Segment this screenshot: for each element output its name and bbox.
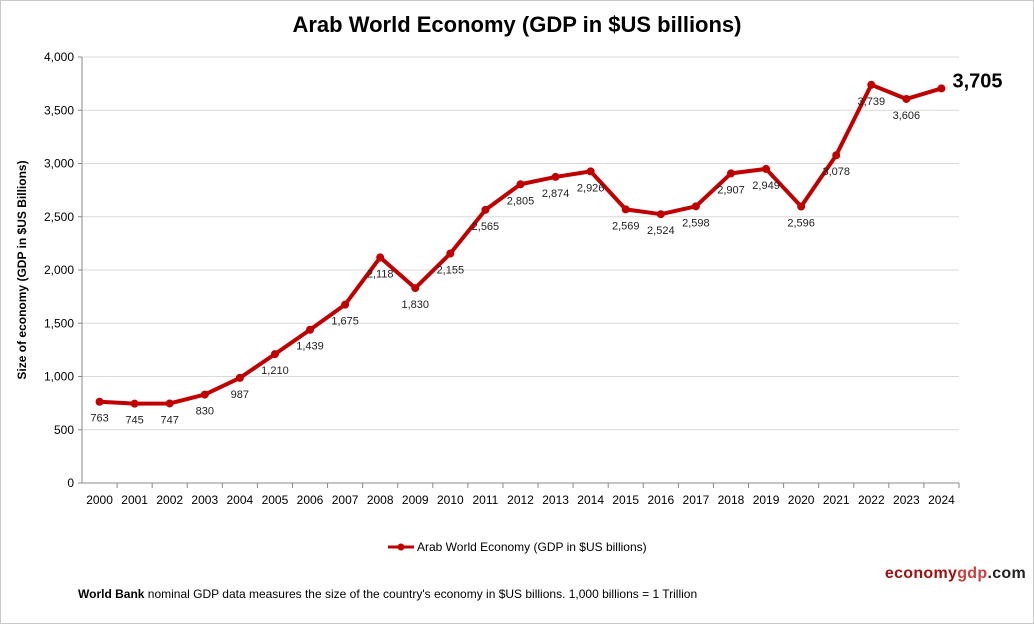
data-point [270,350,279,359]
source-text: nominal GDP data measures the size of th… [144,587,698,601]
data-label: 747 [161,414,179,426]
x-tick-label: 2018 [718,493,745,507]
data-label: 3,078 [822,166,850,178]
x-tick-label: 2014 [577,493,604,507]
x-tick-label: 2023 [893,493,920,507]
source-name: World Bank [78,587,145,601]
data-point [446,249,455,258]
data-label: 1,210 [261,365,289,377]
y-tick-label: 3,500 [44,103,74,117]
data-label: 2,155 [437,264,465,276]
y-tick-label: 0 [67,476,74,490]
y-tick-label: 2,500 [44,210,74,224]
x-tick-label: 2010 [437,493,464,507]
data-point [341,300,350,309]
x-tick-label: 2013 [542,493,569,507]
x-tick-label: 2019 [753,493,780,507]
data-label: 1,830 [401,299,429,311]
data-point [376,253,385,262]
legend-marker [397,543,405,551]
legend-label: Arab World Economy (GDP in $US billions) [417,540,647,554]
data-point [306,325,315,334]
data-label: 3,606 [893,110,921,122]
x-tick-label: 2024 [928,493,955,507]
brand-logo[interactable]: economygdp.com [885,565,1026,583]
data-label: 2,926 [577,182,605,194]
data-point [165,399,174,408]
data-point [516,180,525,189]
data-label: 763 [90,413,108,425]
data-point [481,205,490,214]
data-label: 1,675 [331,316,359,328]
data-point [200,390,209,399]
data-label: 745 [125,415,143,427]
x-tick-label: 2020 [788,493,815,507]
data-label: 830 [196,406,214,418]
y-tick-label: 3,000 [44,157,74,171]
chart-title: Arab World Economy (GDP in $US billions) [292,12,742,37]
data-label: 2,874 [542,188,570,200]
data-label: 2,907 [717,184,745,196]
data-point [832,151,841,160]
data-label: 987 [231,389,249,401]
data-point [621,205,630,214]
data-label: 2,949 [752,180,780,192]
data-point [797,202,806,211]
x-tick-label: 2009 [402,493,429,507]
data-point [902,94,911,103]
data-label: 2,118 [367,268,394,280]
x-tick-label: 2003 [191,493,218,507]
y-axis-label: Size of economy (GDP in $US Billions) [15,160,29,379]
data-label: 3,739 [858,96,886,108]
x-tick-label: 2011 [473,493,499,507]
data-point [691,202,700,211]
data-point [235,373,244,382]
data-point [411,284,420,293]
y-tick-label: 500 [54,423,74,437]
data-point [762,164,771,173]
data-point [95,397,104,406]
data-point [551,172,560,181]
x-tick-label: 2005 [262,493,289,507]
x-tick-label: 2007 [332,493,359,507]
footer-note: World Bank nominal GDP data measures the… [78,587,697,601]
data-label: 2,524 [647,225,675,237]
brand-part1: economy [884,565,958,582]
data-point [937,84,946,93]
data-label: 2,565 [472,221,500,233]
y-tick-label: 4,000 [44,50,74,64]
data-point [867,80,876,89]
y-tick-label: 2,000 [44,263,74,277]
y-tick-label: 1,000 [44,370,74,384]
data-label: 2,598 [682,217,710,229]
data-label: 2,569 [612,220,640,232]
x-tick-label: 2006 [297,493,324,507]
y-tick-label: 1,500 [44,316,74,330]
series-line [99,82,943,406]
x-tick-label: 2022 [858,493,885,507]
x-tick-label: 2015 [612,493,639,507]
x-tick-label: 2016 [647,493,674,507]
x-tick-label: 2001 [121,493,148,507]
x-tick-label: 2008 [367,493,394,507]
brand-part3: .com [987,565,1026,582]
x-tick-label: 2004 [227,493,254,507]
data-label: 1,439 [296,341,324,353]
x-tick-label: 2012 [507,493,534,507]
data-label: 2,596 [787,218,815,230]
brand-part2: gdp [957,565,988,582]
x-tick-label: 2017 [683,493,710,507]
data-point [656,210,665,219]
data-point [586,167,595,176]
x-tick-label: 2000 [86,493,113,507]
data-point [726,169,735,178]
data-label: 2,805 [507,195,535,207]
x-tick-label: 2021 [823,493,850,507]
data-point [130,399,139,408]
x-tick-label: 2002 [156,493,183,507]
data-label-latest: 3,705 [952,70,1002,92]
